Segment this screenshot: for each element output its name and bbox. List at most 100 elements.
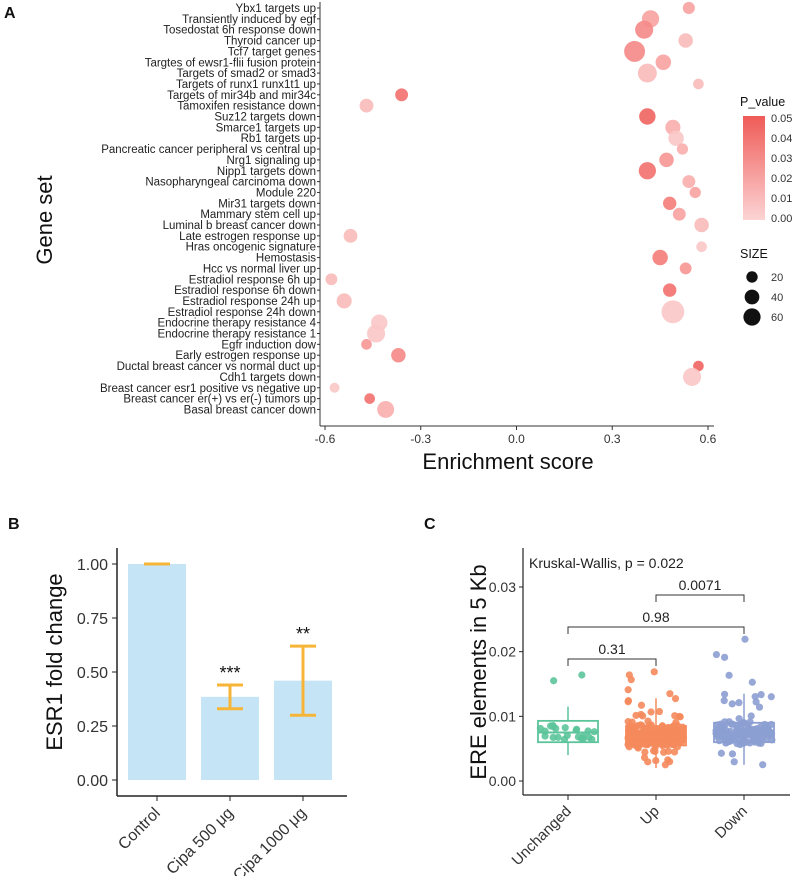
data-point xyxy=(541,727,549,735)
y-tick-label: 0.02 xyxy=(489,644,516,660)
panel-label-b: B xyxy=(8,516,20,533)
legend-size-label: 40 xyxy=(771,292,783,304)
gene-set-label: Tcf7 target genes xyxy=(228,46,316,58)
legend-size-label: 60 xyxy=(771,312,783,324)
enrichment-point xyxy=(679,262,692,275)
gene-set-label: Breast cancer er(+) vs er(-) tumors up xyxy=(123,394,316,406)
panel-b-y-title: ESR1 fold change xyxy=(42,573,67,750)
gene-set-label: Ybx1 targets up xyxy=(235,3,316,15)
gene-set-label: Nrg1 signaling up xyxy=(226,155,316,167)
gene-set-label: Hemostasis xyxy=(256,253,316,265)
panel-label-a: A xyxy=(4,5,16,22)
enrichment-point xyxy=(668,130,684,146)
enrichment-point xyxy=(694,217,709,233)
gene-set-label: Estradiol response 24h down xyxy=(168,307,316,319)
data-point xyxy=(746,718,754,726)
data-point xyxy=(720,690,729,698)
comparison-bracket xyxy=(655,594,745,602)
data-point xyxy=(665,758,674,766)
comparison-bracket xyxy=(567,658,657,666)
y-tick-label: 0.75 xyxy=(77,611,108,628)
legend-pvalue-tick-label: 0.00 xyxy=(771,213,792,225)
data-point xyxy=(671,694,680,703)
y-tick-label: 0.50 xyxy=(77,665,108,682)
gene-set-label: Transiently induced by egf xyxy=(182,14,317,26)
data-point xyxy=(728,700,736,708)
enrichment-point xyxy=(336,293,352,309)
gene-set-label: Estradiol response 24h up xyxy=(182,296,316,308)
y-tick-label: 0.00 xyxy=(489,773,516,789)
data-point xyxy=(629,723,637,731)
legend-size-dot xyxy=(744,289,760,305)
x-tick-label: Control xyxy=(115,805,163,853)
legend-size-title: SIZE xyxy=(740,247,768,261)
data-point xyxy=(741,635,749,643)
data-point xyxy=(717,749,725,757)
enrichment-point xyxy=(678,33,693,48)
data-point xyxy=(639,712,647,720)
data-point xyxy=(757,739,765,747)
data-point xyxy=(654,725,663,734)
data-point xyxy=(554,733,562,741)
data-point xyxy=(678,736,687,744)
gene-set-label: Hras oncogenic signature xyxy=(186,242,316,254)
enrichment-point xyxy=(624,40,646,62)
enrichment-point xyxy=(689,186,701,199)
enrichment-point xyxy=(696,241,707,253)
data-point xyxy=(668,740,676,748)
enrichment-point xyxy=(652,249,668,266)
enrichment-point xyxy=(659,152,674,168)
data-point xyxy=(549,733,557,742)
data-point xyxy=(730,758,738,766)
enrichment-point xyxy=(637,63,657,83)
panel-c-boxes xyxy=(537,693,775,769)
enrichment-point xyxy=(693,78,704,90)
data-point xyxy=(675,712,684,721)
bar xyxy=(201,696,259,780)
data-point xyxy=(725,671,733,679)
legend-pvalue-tick-label: 0.02 xyxy=(771,173,792,185)
data-point xyxy=(632,711,640,720)
y-tick-label: 0.25 xyxy=(77,719,108,736)
gene-set-label: Smarce1 targets up xyxy=(216,122,316,134)
gene-set-label: Mir31 targets down xyxy=(218,198,316,210)
data-point xyxy=(712,650,721,659)
data-point xyxy=(560,735,569,743)
enrichment-point xyxy=(395,88,409,102)
data-point xyxy=(655,707,663,716)
data-point xyxy=(666,690,674,698)
data-point xyxy=(720,697,728,705)
data-point xyxy=(624,686,632,694)
gene-set-label: Breast cancer esr1 positive vs negative … xyxy=(100,383,316,395)
enrichment-point xyxy=(359,98,374,113)
gene-set-label: Luminal b breast cancer down xyxy=(163,220,316,232)
data-point xyxy=(561,724,569,732)
y-tick-label: 0.03 xyxy=(489,579,516,595)
data-point xyxy=(751,693,759,701)
gene-set-label: Tosedostat 6h response down xyxy=(163,25,316,37)
data-point xyxy=(574,733,583,741)
data-point xyxy=(760,724,768,732)
legend-pvalue-ticks: 0.05 0.04 0.03 0.02 0.01 0.00 xyxy=(765,113,792,225)
gene-set-label: Endocrine therapy resistance 4 xyxy=(157,318,316,330)
enrichment-point xyxy=(364,393,376,404)
gene-set-label: Targtes of ewsr1-flii fusion protein xyxy=(145,57,316,69)
data-point xyxy=(588,735,596,744)
data-point xyxy=(759,761,767,769)
x-tick-label: Cipa 500 μg xyxy=(164,805,237,876)
panel-a-points xyxy=(325,1,709,418)
x-tick-label: Unchanged xyxy=(509,803,575,869)
x-tick-label: Cipa 1000 μg xyxy=(230,805,310,876)
data-point xyxy=(637,701,646,709)
gene-set-label: Rb1 targets up xyxy=(241,133,316,145)
gene-set-label: Tamoxifen resistance down xyxy=(177,101,316,113)
data-point xyxy=(647,708,655,716)
panel-c-axes: 0.00 0.01 0.02 0.03 Unchanged Up Down xyxy=(489,548,790,869)
comparison-p-label: 0.98 xyxy=(642,609,669,625)
enrichment-point xyxy=(661,300,685,324)
enrichment-point xyxy=(638,162,656,180)
data-point xyxy=(667,730,675,738)
enrichment-point xyxy=(663,196,677,210)
legend-pvalue-tick-label: 0.04 xyxy=(771,133,792,145)
